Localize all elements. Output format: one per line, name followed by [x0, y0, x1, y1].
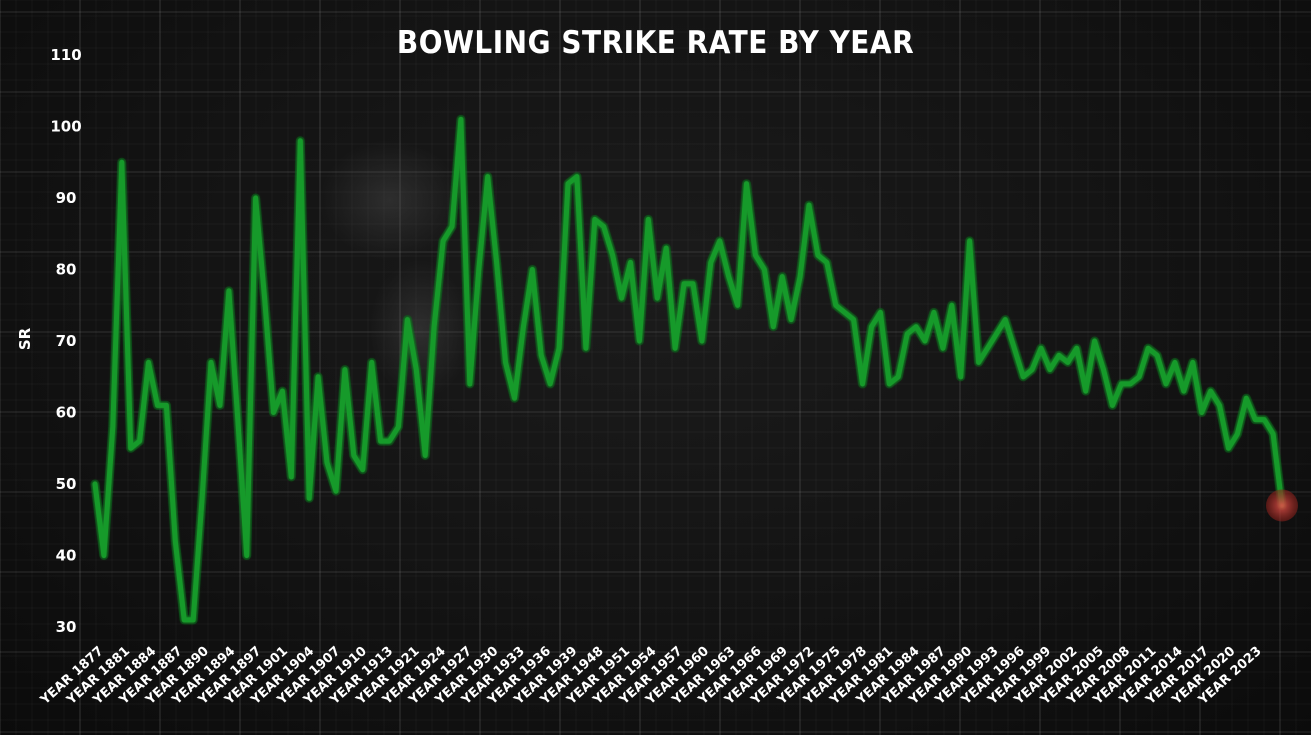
endpoint-marker — [1266, 489, 1298, 522]
endpoint-dot — [1266, 489, 1298, 522]
y-tick-label: 110 — [50, 46, 81, 64]
y-tick-label: 40 — [56, 547, 77, 565]
y-tick-label: 80 — [56, 261, 77, 279]
y-tick-label: 100 — [50, 118, 81, 136]
y-tick-label: 70 — [56, 332, 77, 350]
smoke-patch — [320, 140, 460, 260]
series-sr — [90, 114, 1287, 625]
y-axis-ticks: 30 40 50 60 70 80 90 100 110 — [50, 46, 81, 636]
y-axis-label: SR — [16, 327, 35, 351]
series-line — [92, 116, 1285, 623]
y-tick-label: 60 — [56, 404, 77, 422]
chart-title: BOWLING STRIKE RATE BY YEAR — [396, 24, 915, 61]
y-tick-label: 30 — [56, 618, 77, 636]
y-tick-label: 90 — [56, 189, 77, 207]
y-tick-label: 50 — [56, 475, 77, 493]
smoke-patch — [370, 260, 470, 400]
